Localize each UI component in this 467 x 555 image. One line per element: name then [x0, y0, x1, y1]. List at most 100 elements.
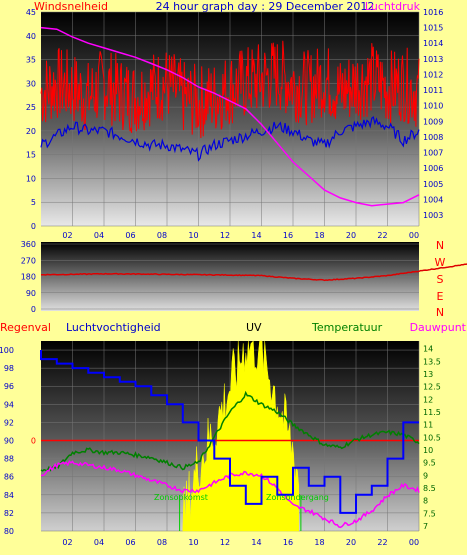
- top-right-tick-label: 1014: [423, 39, 443, 48]
- top-x-tick-label: 12: [220, 231, 230, 240]
- top-chart-layer: [40, 26, 420, 207]
- bottom-right-tick-label: 7: [423, 522, 428, 531]
- top-x-tick-label: 18: [314, 231, 324, 240]
- bottom-left-tick-label: 94: [4, 400, 14, 409]
- bottom-x-tick-label: 10: [188, 538, 198, 547]
- top-right-tick-label: 1005: [423, 180, 443, 189]
- temperature-label: Temperatuur: [311, 321, 383, 334]
- compass-w: W: [435, 256, 446, 269]
- bottom-x-tick-label: 18: [314, 538, 324, 547]
- top-left-tick-label: 25: [26, 103, 36, 112]
- top-right-tick-label: 1004: [423, 195, 443, 204]
- bottom-left-tick-label: 82: [4, 509, 14, 518]
- bottom-chart-layer: [40, 340, 420, 532]
- bottom-x-tick-label: 20: [346, 538, 356, 547]
- bottom-right-tick-label: 8.5: [423, 484, 436, 493]
- top-right-tick-label: 1013: [423, 55, 443, 64]
- top-x-tick-label: 08: [157, 231, 167, 240]
- direction-tick-label: 360: [21, 240, 36, 249]
- top-left-tick-label: 30: [26, 79, 36, 88]
- top-x-tick-label: 04: [94, 231, 104, 240]
- bottom-left-tick-label: 80: [4, 527, 14, 536]
- top-left-tick-label: 35: [26, 56, 36, 65]
- top-right-tick-label: 1006: [423, 164, 443, 173]
- top-x-tick-label: 22: [377, 231, 387, 240]
- top-left-tick-label: 20: [26, 127, 36, 136]
- direction-chart-layer: [41, 263, 467, 282]
- bottom-left-tick-label: 88: [4, 455, 14, 464]
- bottom-right-tick-label: 10.5: [423, 433, 441, 442]
- direction-tick-label: 180: [21, 273, 36, 282]
- uv-label: UV: [246, 321, 262, 334]
- rain-label: Regenval: [0, 321, 51, 334]
- bottom-right-tick-label: 10: [423, 446, 433, 455]
- top-right-tick-label: 1011: [423, 86, 443, 95]
- bottom-x-tick-label: 00: [409, 538, 419, 547]
- bottom-x-tick-label: 14: [251, 538, 261, 547]
- wind-direction-line: [41, 263, 467, 282]
- top-x-tick-label: 00: [409, 231, 419, 240]
- compass-s: S: [437, 273, 444, 286]
- dewpoint-label: Dauwpunt: [410, 321, 467, 334]
- top-right-tick-label: 1012: [423, 70, 443, 79]
- humidity-label: Luchtvochtigheid: [66, 321, 161, 334]
- top-x-tick-label: 20: [346, 231, 356, 240]
- top-x-tick-label: 16: [283, 231, 293, 240]
- bottom-x-tick-label: 02: [62, 538, 72, 547]
- compass-e: E: [437, 290, 444, 303]
- tick-layer: 0510152025303540451003100410051006100710…: [0, 8, 443, 547]
- bottom-right-tick-label: 7.5: [423, 509, 436, 518]
- top-right-tick-label: 1015: [423, 24, 443, 33]
- top-left-tick-label: 40: [26, 32, 36, 41]
- top-right-tick-label: 1008: [423, 133, 443, 142]
- bottom-right-tick-label: 11: [423, 421, 433, 430]
- bottom-right-tick-label: 13.5: [423, 357, 441, 366]
- top-x-tick-label: 02: [62, 231, 72, 240]
- top-left-tick-label: 15: [26, 151, 36, 160]
- bottom-left-tick-label: 100: [0, 346, 14, 355]
- compass-n-bottom: N: [436, 306, 444, 319]
- top-left-tick-label: 45: [26, 8, 36, 17]
- pressure-line: [40, 26, 420, 207]
- humidity-line: [40, 350, 419, 514]
- bottom-x-tick-label: 22: [377, 538, 387, 547]
- wind-average-line: [40, 115, 420, 162]
- bottom-left-tick-label: 86: [4, 473, 14, 482]
- bottom-right-tick-label: 13: [423, 370, 433, 379]
- sunrise-label: Zonsopkomst: [154, 493, 208, 502]
- bottom-x-tick-label: 16: [283, 538, 293, 547]
- bottom-right-tick-label: 9.5: [423, 459, 436, 468]
- direction-tick-label: 270: [21, 256, 36, 265]
- top-x-tick-label: 10: [188, 231, 198, 240]
- bottom-right-tick-label: 8: [423, 497, 428, 506]
- bottom-x-tick-label: 08: [157, 538, 167, 547]
- direction-tick-label: 0: [31, 305, 36, 314]
- top-right-tick-label: 1003: [423, 211, 443, 220]
- wind-speed-line: [40, 40, 420, 139]
- top-left-tick-label: 5: [31, 198, 36, 207]
- temperature-line: [40, 390, 420, 472]
- bottom-left-tick-label: 84: [4, 491, 14, 500]
- bottom-left-tick-label: 98: [4, 364, 14, 373]
- sunset-label: Zonsondergang: [266, 493, 329, 502]
- bottom-left-tick-label: 92: [4, 418, 14, 427]
- top-right-tick-label: 1007: [423, 149, 443, 158]
- top-left-tick-label: 10: [26, 174, 36, 183]
- compass-n-top: N: [436, 239, 444, 252]
- bottom-left-tick-label: 90: [4, 437, 14, 446]
- pressure-axis-title: Luchtdruk: [365, 0, 421, 13]
- bottom-right-tick-label: 14: [423, 345, 433, 354]
- wind-axis-title: Windsnelheid: [34, 0, 108, 13]
- bottom-right-tick-label: 12.5: [423, 383, 441, 392]
- direction-tick-label: 90: [26, 289, 36, 298]
- bottom-right-tick-label: 11.5: [423, 408, 441, 417]
- top-x-tick-label: 14: [251, 231, 261, 240]
- rain-zero-label: 0: [31, 437, 36, 446]
- top-right-tick-label: 1009: [423, 117, 443, 126]
- top-x-tick-label: 06: [125, 231, 135, 240]
- bottom-right-tick-label: 9: [423, 471, 428, 480]
- bottom-x-tick-label: 12: [220, 538, 230, 547]
- top-right-tick-label: 1016: [423, 8, 443, 17]
